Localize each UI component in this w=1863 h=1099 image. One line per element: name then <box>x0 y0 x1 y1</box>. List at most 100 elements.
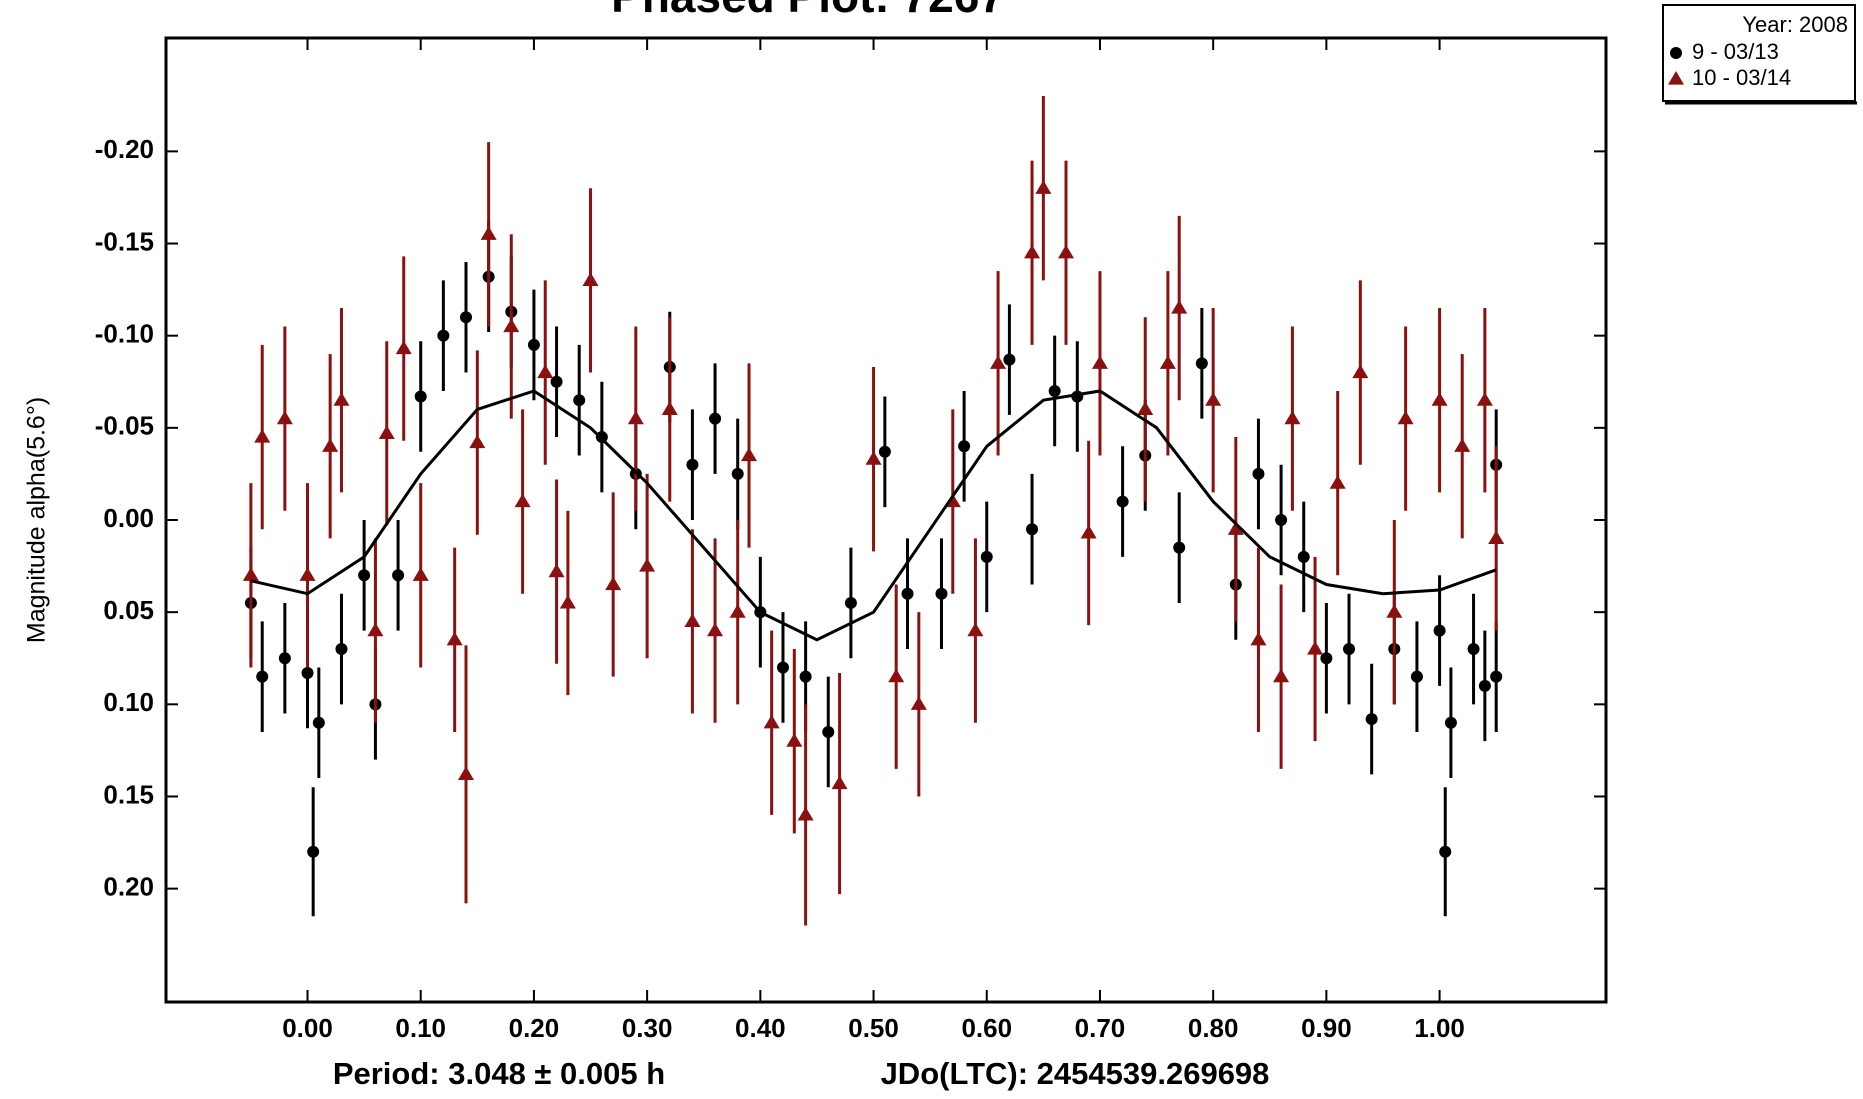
data-point <box>469 434 486 449</box>
plot-frame <box>164 36 1608 1004</box>
data-point <box>1488 530 1505 545</box>
data-point <box>537 364 554 379</box>
data-point <box>550 375 563 388</box>
data-point <box>458 766 474 780</box>
data-point <box>1365 713 1378 726</box>
data-point <box>1352 364 1369 379</box>
data-point <box>878 445 891 458</box>
data-point <box>392 569 405 582</box>
data-point <box>786 733 803 747</box>
data-point <box>686 458 699 471</box>
data-point <box>503 318 520 333</box>
data-point <box>1478 679 1491 692</box>
x-tick-label: 0.80 <box>1188 1013 1239 1043</box>
data-point <box>301 666 314 679</box>
data-point <box>1091 355 1108 369</box>
data-point <box>967 622 984 637</box>
data-point <box>1320 652 1333 665</box>
data-point <box>414 390 427 403</box>
data-point <box>312 716 325 729</box>
fit-curve <box>250 389 1497 642</box>
y-axis-label: Magnitude alpha(5.6°) <box>23 397 51 643</box>
data-point <box>1454 438 1471 452</box>
data-point <box>1024 244 1041 259</box>
data-point <box>1444 716 1457 729</box>
legend-box <box>1662 4 1856 102</box>
data-point <box>460 311 472 324</box>
data-point <box>480 226 497 240</box>
data-point <box>527 338 540 351</box>
data-point <box>412 567 429 581</box>
data-point <box>514 493 531 508</box>
x-tick-label: 0.90 <box>1301 1013 1352 1043</box>
data-point <box>1159 355 1176 369</box>
data-point <box>888 668 905 683</box>
data-point <box>276 410 293 425</box>
data-point <box>335 643 348 656</box>
x-tick-label: 0.00 <box>282 1013 333 1043</box>
x-tick-label: 0.60 <box>961 1013 1012 1043</box>
data-point <box>763 714 780 729</box>
y-tick-label: -0.05 <box>95 411 154 441</box>
data-point <box>822 725 835 738</box>
data-point <box>322 438 339 452</box>
data-point <box>1410 670 1423 683</box>
data-point <box>1048 384 1061 397</box>
data-point <box>278 652 291 665</box>
y-tick-label: 0.20 <box>103 872 154 902</box>
data-point <box>1080 524 1097 539</box>
data-point <box>731 467 744 480</box>
data-point <box>358 569 371 582</box>
data-point <box>582 272 599 286</box>
legend-title: Year: 2008 <box>1742 12 1848 37</box>
y-tick-label: -0.10 <box>95 319 154 349</box>
data-point <box>1307 641 1324 655</box>
x-tick-label: 1.00 <box>1414 1013 1465 1043</box>
x-axis-label: Period: 3.048 ± 0.005 h <box>333 1056 665 1091</box>
data-point <box>684 613 701 627</box>
legend-marker <box>1670 47 1682 59</box>
data-point <box>831 775 848 790</box>
data-point <box>1433 624 1446 637</box>
data-point <box>1467 643 1480 656</box>
x-tick-label: 0.70 <box>1075 1013 1126 1043</box>
data-point <box>573 394 586 407</box>
data-point <box>333 392 350 406</box>
data-point <box>256 670 269 683</box>
data-point <box>307 845 320 858</box>
data-point <box>1386 604 1403 618</box>
data-point <box>548 563 565 578</box>
legend-marker <box>1668 71 1684 85</box>
data-point <box>1227 521 1244 535</box>
data-point <box>1297 550 1310 563</box>
data-point <box>729 604 746 618</box>
y-tick-label: 0.10 <box>103 687 154 717</box>
data-point <box>437 329 450 342</box>
data-point <box>776 661 789 674</box>
data-point <box>446 631 463 646</box>
x-axis-label-secondary: JDo(LTC): 2454539.269698 <box>881 1056 1270 1091</box>
data-point <box>709 412 722 425</box>
legend-label: 10 - 03/14 <box>1692 65 1791 90</box>
data-point <box>378 425 395 439</box>
data-point <box>1058 244 1074 259</box>
data-point <box>1397 410 1414 425</box>
chart-title: Phased Plot: 7267 <box>611 0 1005 22</box>
y-tick-label: 0.15 <box>103 779 154 809</box>
data-point <box>1490 670 1503 683</box>
data-point <box>741 447 758 462</box>
data-point <box>707 622 724 637</box>
data-point <box>865 451 882 465</box>
data-point <box>1250 631 1267 646</box>
data-point <box>1329 475 1346 489</box>
y-tick-label: -0.15 <box>95 226 154 256</box>
data-point <box>844 596 857 609</box>
data-point <box>1343 643 1356 656</box>
data-point <box>958 440 971 453</box>
data-point <box>797 806 814 821</box>
data-point <box>1026 523 1039 536</box>
x-tick-label: 0.30 <box>622 1013 673 1043</box>
data-point <box>1275 514 1288 526</box>
